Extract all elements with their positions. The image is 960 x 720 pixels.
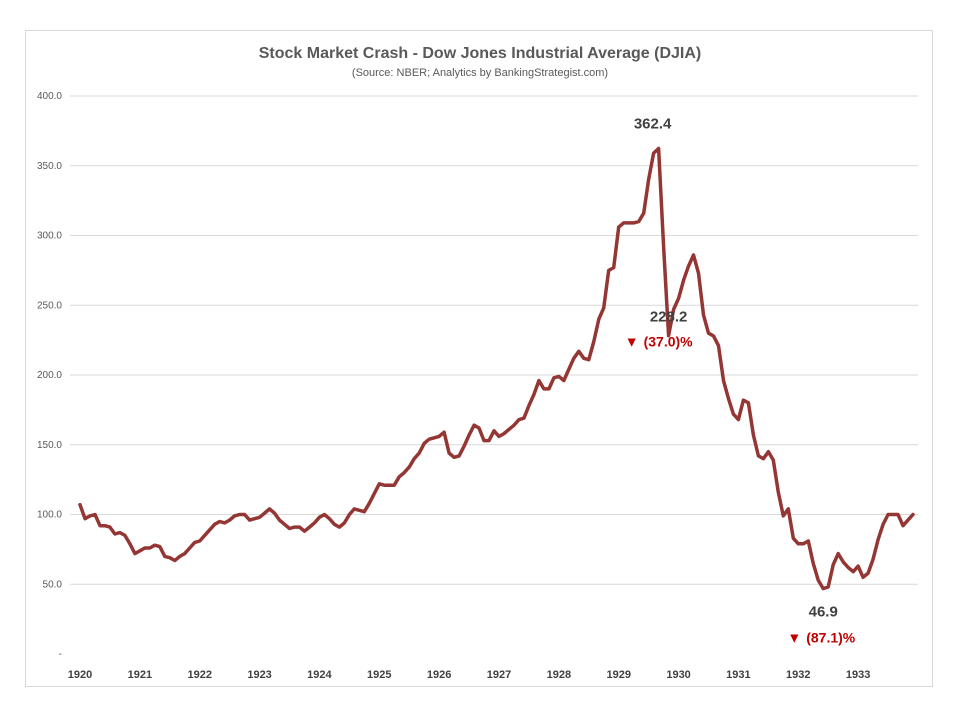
annotation-crash-value: 228.2	[650, 309, 688, 326]
down-triangle-icon: ▼	[625, 334, 639, 350]
y-tick-label: 350.0	[37, 161, 62, 172]
annotation-peak-value: 362.4	[634, 115, 672, 132]
x-tick-label: 1926	[427, 669, 451, 681]
x-tick-label: 1932	[786, 669, 810, 681]
annotation-crash-change: (37.0)%	[644, 334, 694, 350]
x-tick-label: 1925	[367, 669, 391, 681]
gridlines	[70, 95, 918, 585]
y-tick-label: 100.0	[37, 510, 62, 521]
x-tick-label: 1933	[846, 669, 870, 681]
x-tick-label: 1920	[68, 669, 92, 681]
y-axis-tick-labels: - 50.0 100.0 150.0 200.0 250.0 300.0 350.0 400.0	[37, 91, 62, 660]
annotation-trough-change: (87.1)%	[806, 630, 856, 646]
x-axis-tick-labels: 1920 1921 1922 1923 1924 1925 1926 1927 1928 1929…	[68, 669, 871, 681]
chart-frame	[25, 30, 933, 687]
y-tick-label: 300.0	[37, 231, 62, 242]
y-tick-label: 200.0	[37, 370, 62, 381]
x-tick-label: 1927	[487, 669, 511, 681]
y-tick-label: 250.0	[37, 300, 62, 311]
x-tick-label: 1929	[606, 669, 630, 681]
x-tick-label: 1930	[666, 669, 690, 681]
series-line-djia	[78, 146, 915, 591]
y-tick-label: 50.0	[43, 579, 63, 590]
annotation-trough-value: 46.9	[809, 604, 838, 621]
y-tick-label: 150.0	[37, 440, 62, 451]
down-triangle-icon: ▼	[787, 630, 801, 646]
series-group	[78, 146, 915, 591]
x-tick-label: 1922	[187, 669, 211, 681]
x-tick-label: 1923	[247, 669, 271, 681]
chart-subtitle: (Source: NBER; Analytics by BankingStrat…	[352, 67, 608, 79]
y-tick-label: 400.0	[37, 91, 62, 102]
x-tick-label: 1928	[547, 669, 571, 681]
chart-title: Stock Market Crash - Dow Jones Industria…	[259, 45, 701, 62]
x-tick-label: 1921	[128, 669, 152, 681]
x-tick-label: 1931	[726, 669, 750, 681]
y-tick-label: -	[59, 649, 62, 660]
x-tick-label: 1924	[307, 669, 332, 681]
